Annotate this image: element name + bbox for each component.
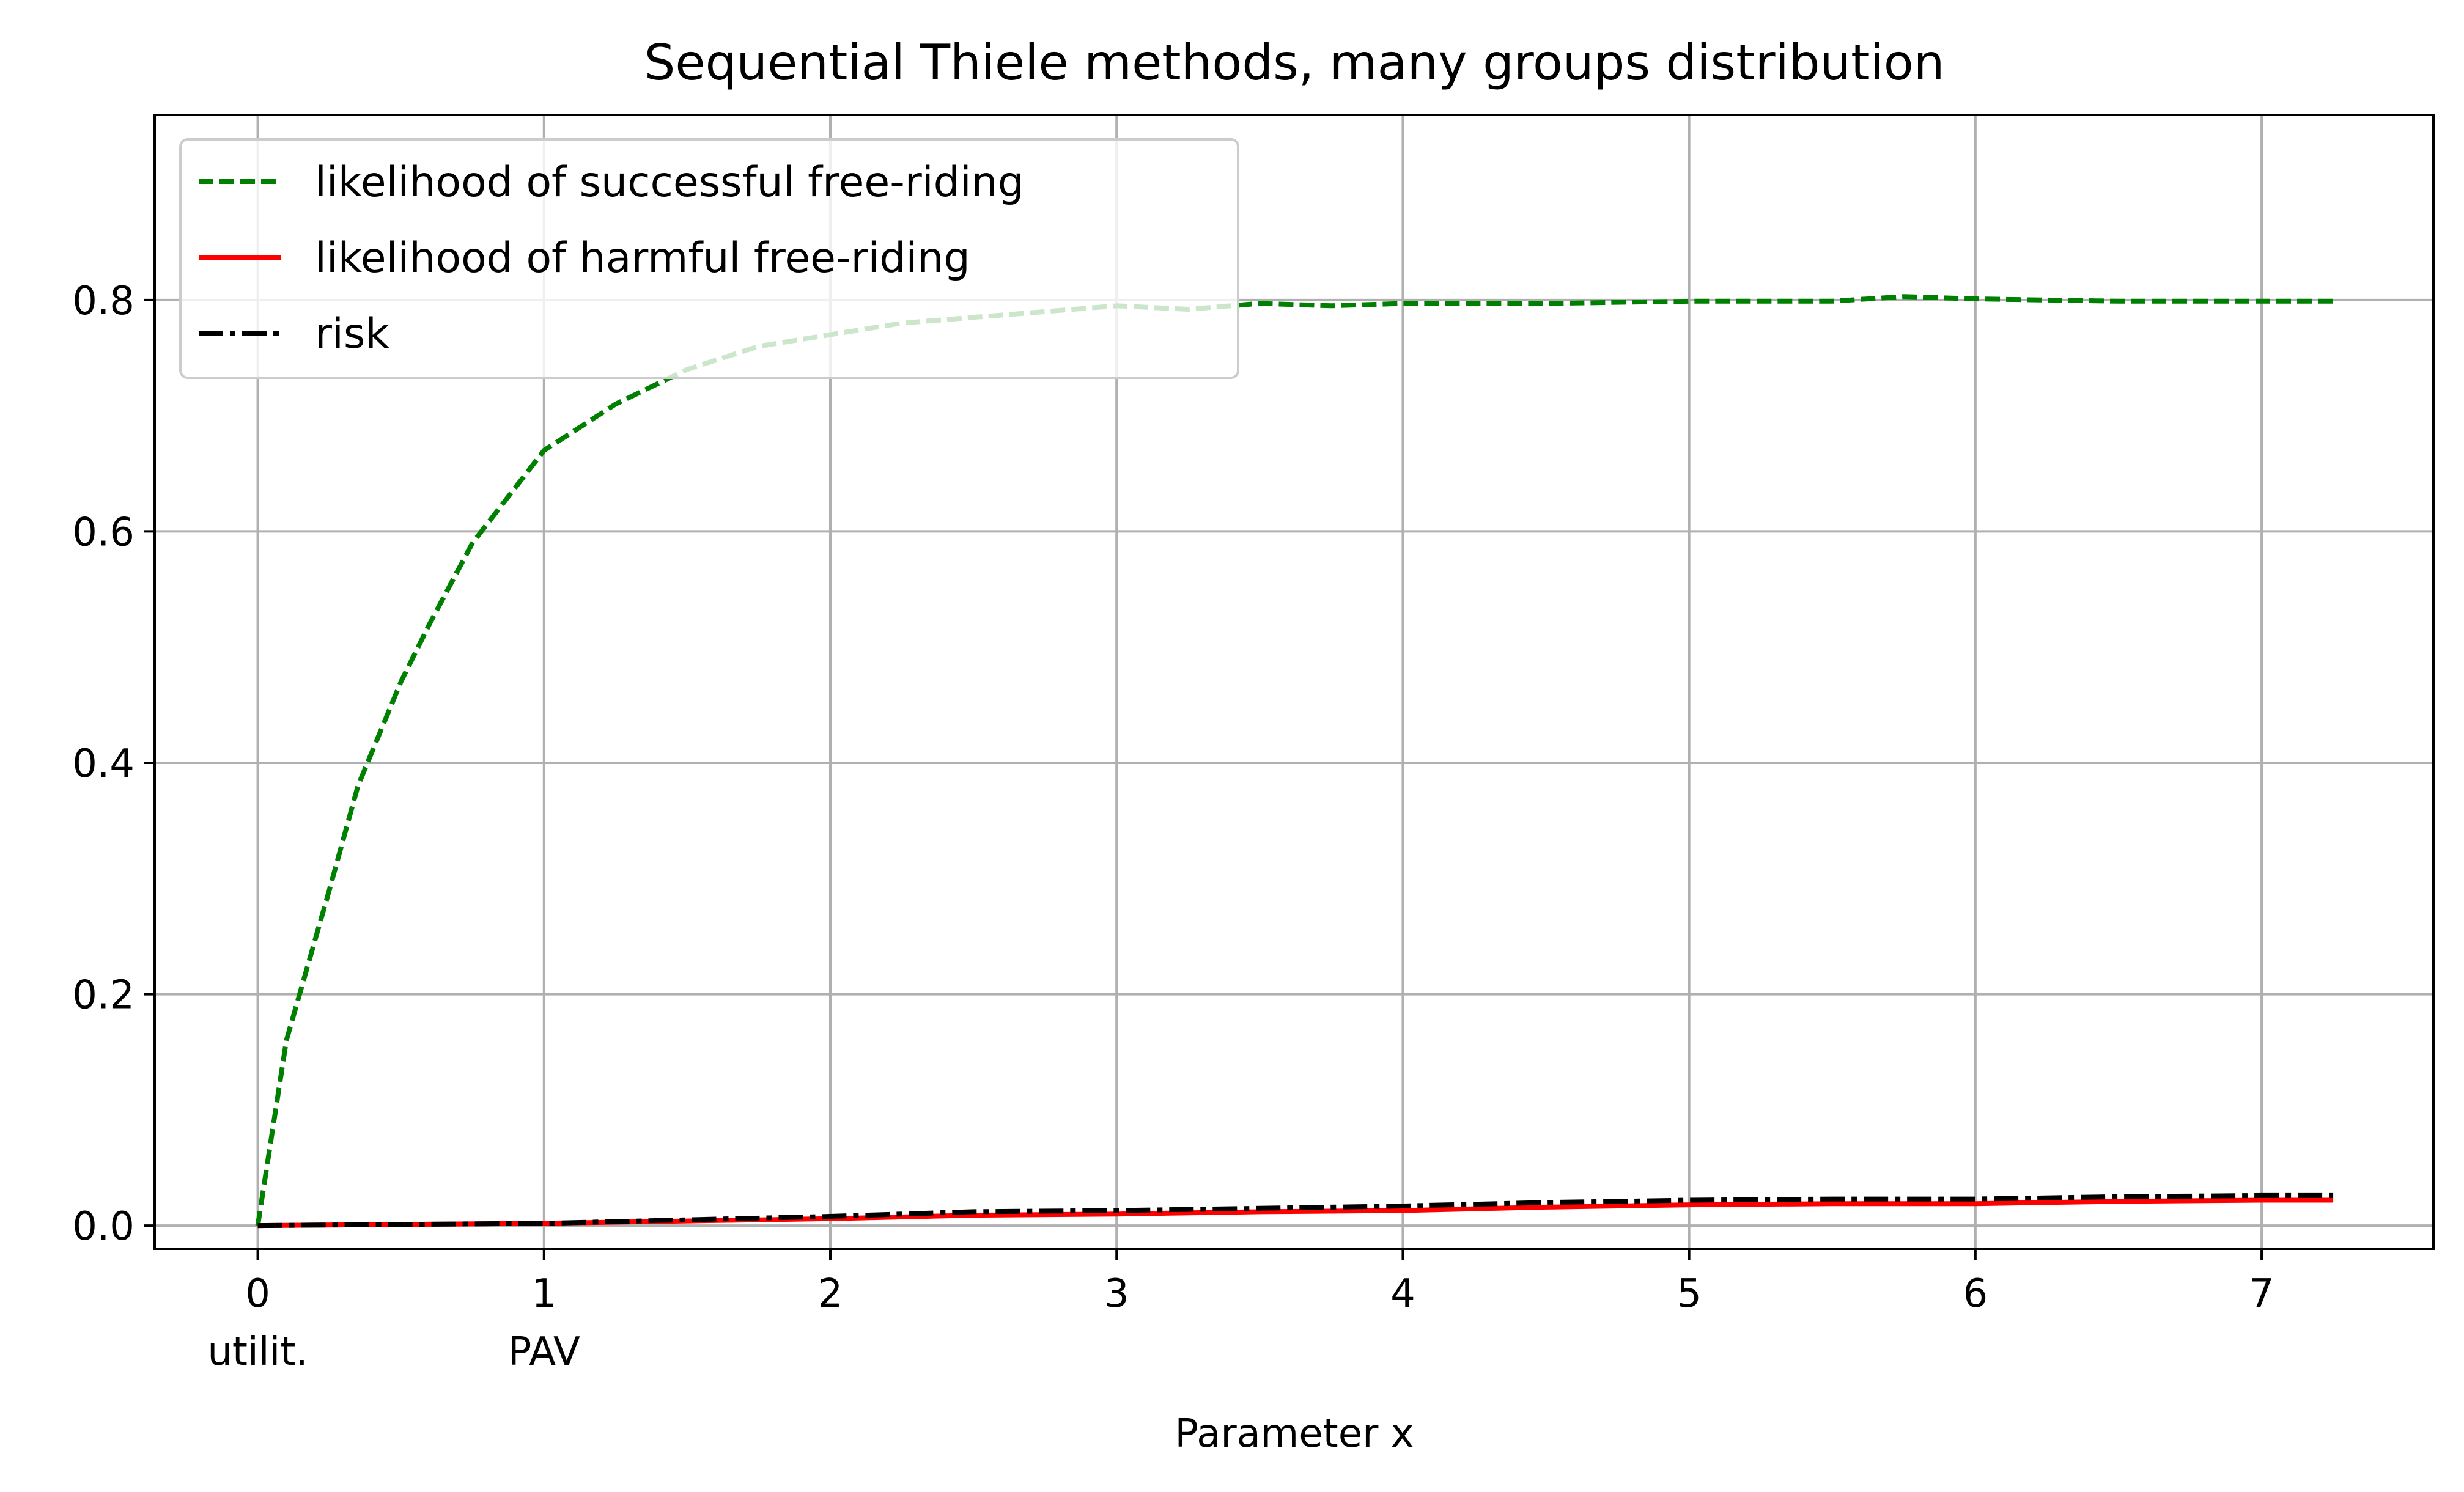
x-tick-label: 3 xyxy=(1104,1271,1129,1317)
x-tick-sublabel: utilit. xyxy=(207,1329,308,1375)
legend-label: likelihood of successful free-riding xyxy=(315,158,1024,207)
x-tick-sublabel: PAV xyxy=(508,1329,580,1375)
y-tick-label: 0.2 xyxy=(72,973,135,1018)
y-tick-label: 0.4 xyxy=(72,741,135,787)
x-tick-label: 7 xyxy=(2249,1271,2274,1317)
x-tick-label: 1 xyxy=(531,1271,556,1317)
x-tick-label: 0 xyxy=(245,1271,270,1317)
y-tick-label: 0.0 xyxy=(72,1204,135,1249)
y-tick-label: 0.8 xyxy=(72,279,135,324)
legend-label: likelihood of harmful free-riding xyxy=(315,234,970,282)
legend-label: risk xyxy=(315,310,389,358)
plot-frame xyxy=(153,114,2435,1250)
legend: likelihood of successful free-riding like… xyxy=(179,138,1239,379)
legend-box xyxy=(179,138,1239,379)
axis-ticks: 0 1 2 3 4 5 6 7 utilit. PAV 0.0 0.2 0.4 0.6 0.8 xyxy=(72,279,2274,1375)
x-tick-label: 6 xyxy=(1963,1271,1988,1317)
x-tick-label: 5 xyxy=(1676,1271,1702,1317)
x-tick-label: 4 xyxy=(1390,1271,1415,1317)
x-axis-label: Parameter x xyxy=(1175,1411,1414,1457)
series-line-3 xyxy=(257,1192,2334,1229)
y-tick-label: 0.6 xyxy=(72,510,135,555)
chart-title: Sequential Thiele methods, many groups d… xyxy=(644,34,1945,91)
x-tick-label: 2 xyxy=(818,1271,843,1317)
